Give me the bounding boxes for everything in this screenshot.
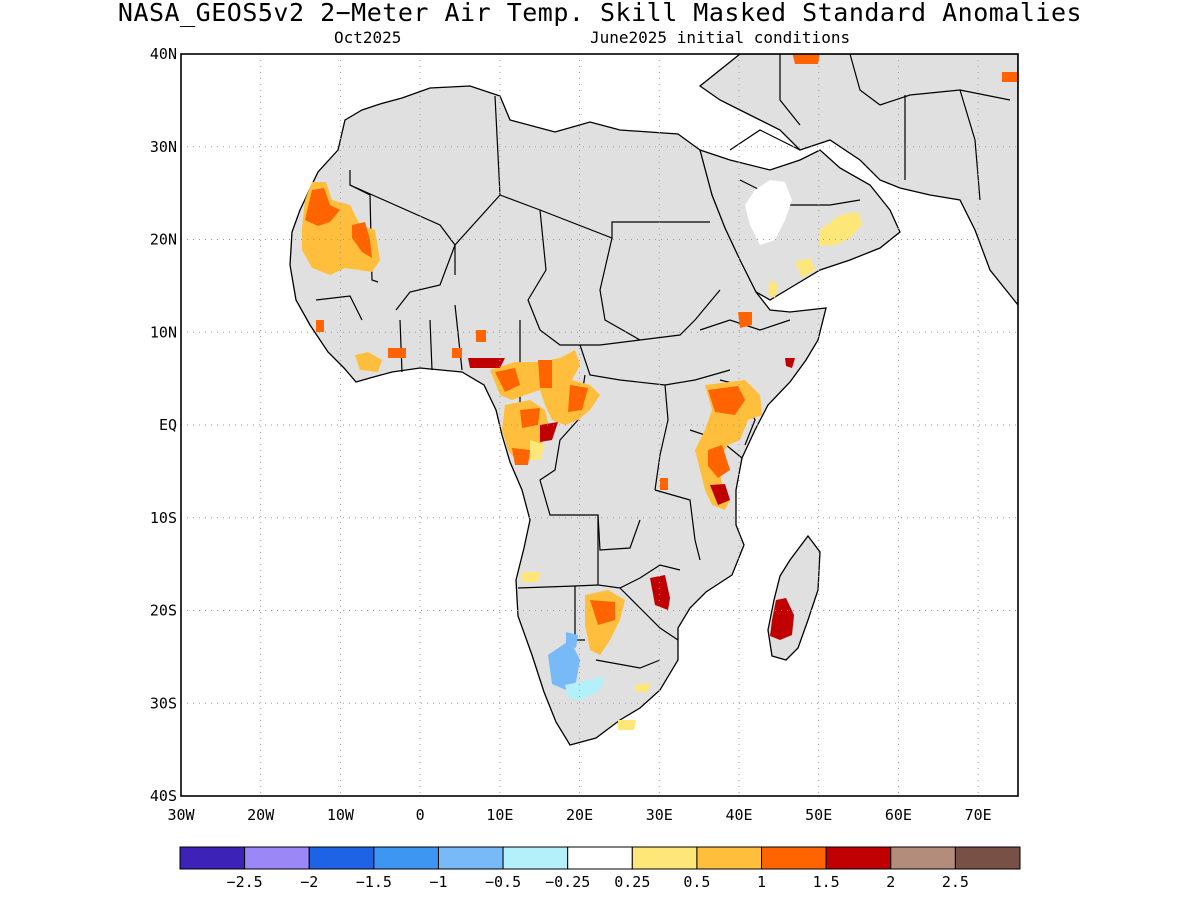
- lon-tick-label: 10W: [327, 806, 355, 824]
- map-frame: [180, 53, 1019, 797]
- lat-tick-label: EQ: [159, 416, 177, 434]
- lat-tick-label: 20S: [150, 602, 177, 620]
- lat-tick-label: 10N: [150, 323, 177, 341]
- map-title: NASA_GEOS5v2 2−Meter Air Temp. Skill Mas…: [117, 0, 1083, 27]
- lon-tick-label: 10E: [486, 806, 513, 824]
- colorbar-swatch: [825, 846, 892, 870]
- colorbar-swatch: [373, 846, 439, 870]
- colorbar-swatch: [954, 846, 1021, 870]
- colorbar-swatch: [502, 846, 569, 870]
- lat-tick-label: 40S: [150, 787, 177, 805]
- colorbar-swatch: [437, 846, 504, 870]
- landmass-arabia: [699, 149, 901, 301]
- lon-tick-label: 20E: [566, 806, 593, 824]
- colorbar-label: 0.5: [683, 873, 710, 891]
- landmass-europe: [181, 54, 760, 95]
- colorbar-swatch: [761, 846, 827, 870]
- colorbar: [179, 846, 1021, 870]
- colorbar-label: −1: [429, 873, 447, 891]
- lon-tick-label: 30E: [646, 806, 673, 824]
- colorbar-labels: −2.5 −2 −1.5 −1 −0.5 −0.25 0.25 0.5 1 1.5 2 2.5: [227, 873, 969, 891]
- valid-month-label: Oct2025: [334, 28, 402, 47]
- lat-tick-label: 10S: [150, 509, 177, 527]
- colorbar-label: −2: [300, 873, 318, 891]
- lon-tick-label: 0: [416, 806, 425, 824]
- country-borders: [315, 54, 1011, 669]
- colorbar-swatch: [179, 846, 246, 870]
- lat-tick-label: 30S: [150, 694, 177, 712]
- colorbar-label: 1: [757, 873, 766, 891]
- colorbar-swatch: [696, 846, 763, 870]
- colorbar-label: 1.5: [813, 873, 840, 891]
- colorbar-label: 0.25: [614, 873, 650, 891]
- lat-tick-label: 40N: [150, 45, 177, 63]
- init-conditions-label: June2025 initial conditions: [590, 28, 851, 47]
- latitude-labels: 40N 30N 20N 10N EQ 10S 20S 30S 40S: [150, 45, 177, 805]
- colorbar-label: −2.5: [227, 873, 263, 891]
- colorbar-swatch: [567, 846, 633, 870]
- lon-tick-label: 50E: [805, 806, 832, 824]
- lon-tick-label: 20W: [247, 806, 275, 824]
- lon-tick-label: 70E: [965, 806, 992, 824]
- landmass-asia: [698, 54, 1018, 307]
- colorbar-swatch: [890, 846, 956, 870]
- lat-tick-label: 30N: [150, 138, 177, 156]
- lon-tick-label: 30W: [167, 806, 195, 824]
- colorbar-swatch: [631, 846, 698, 870]
- lat-tick-label: 20N: [150, 231, 177, 249]
- colorbar-label: −1.5: [356, 873, 392, 891]
- colorbar-swatch: [308, 846, 375, 870]
- lon-tick-label: 60E: [885, 806, 912, 824]
- anomaly-fields: [302, 54, 1018, 730]
- colorbar-label: −0.5: [485, 873, 521, 891]
- colorbar-label: −0.25: [545, 873, 590, 891]
- colorbar-label: 2.5: [942, 873, 969, 891]
- colorbar-label: 2: [886, 873, 895, 891]
- longitude-labels: 30W 20W 10W 0 10E 20E 30E 40E 50E 60E 70E: [167, 806, 991, 824]
- colorbar-swatch: [244, 846, 310, 870]
- map-gridlines: [181, 54, 1018, 796]
- lon-tick-label: 40E: [725, 806, 752, 824]
